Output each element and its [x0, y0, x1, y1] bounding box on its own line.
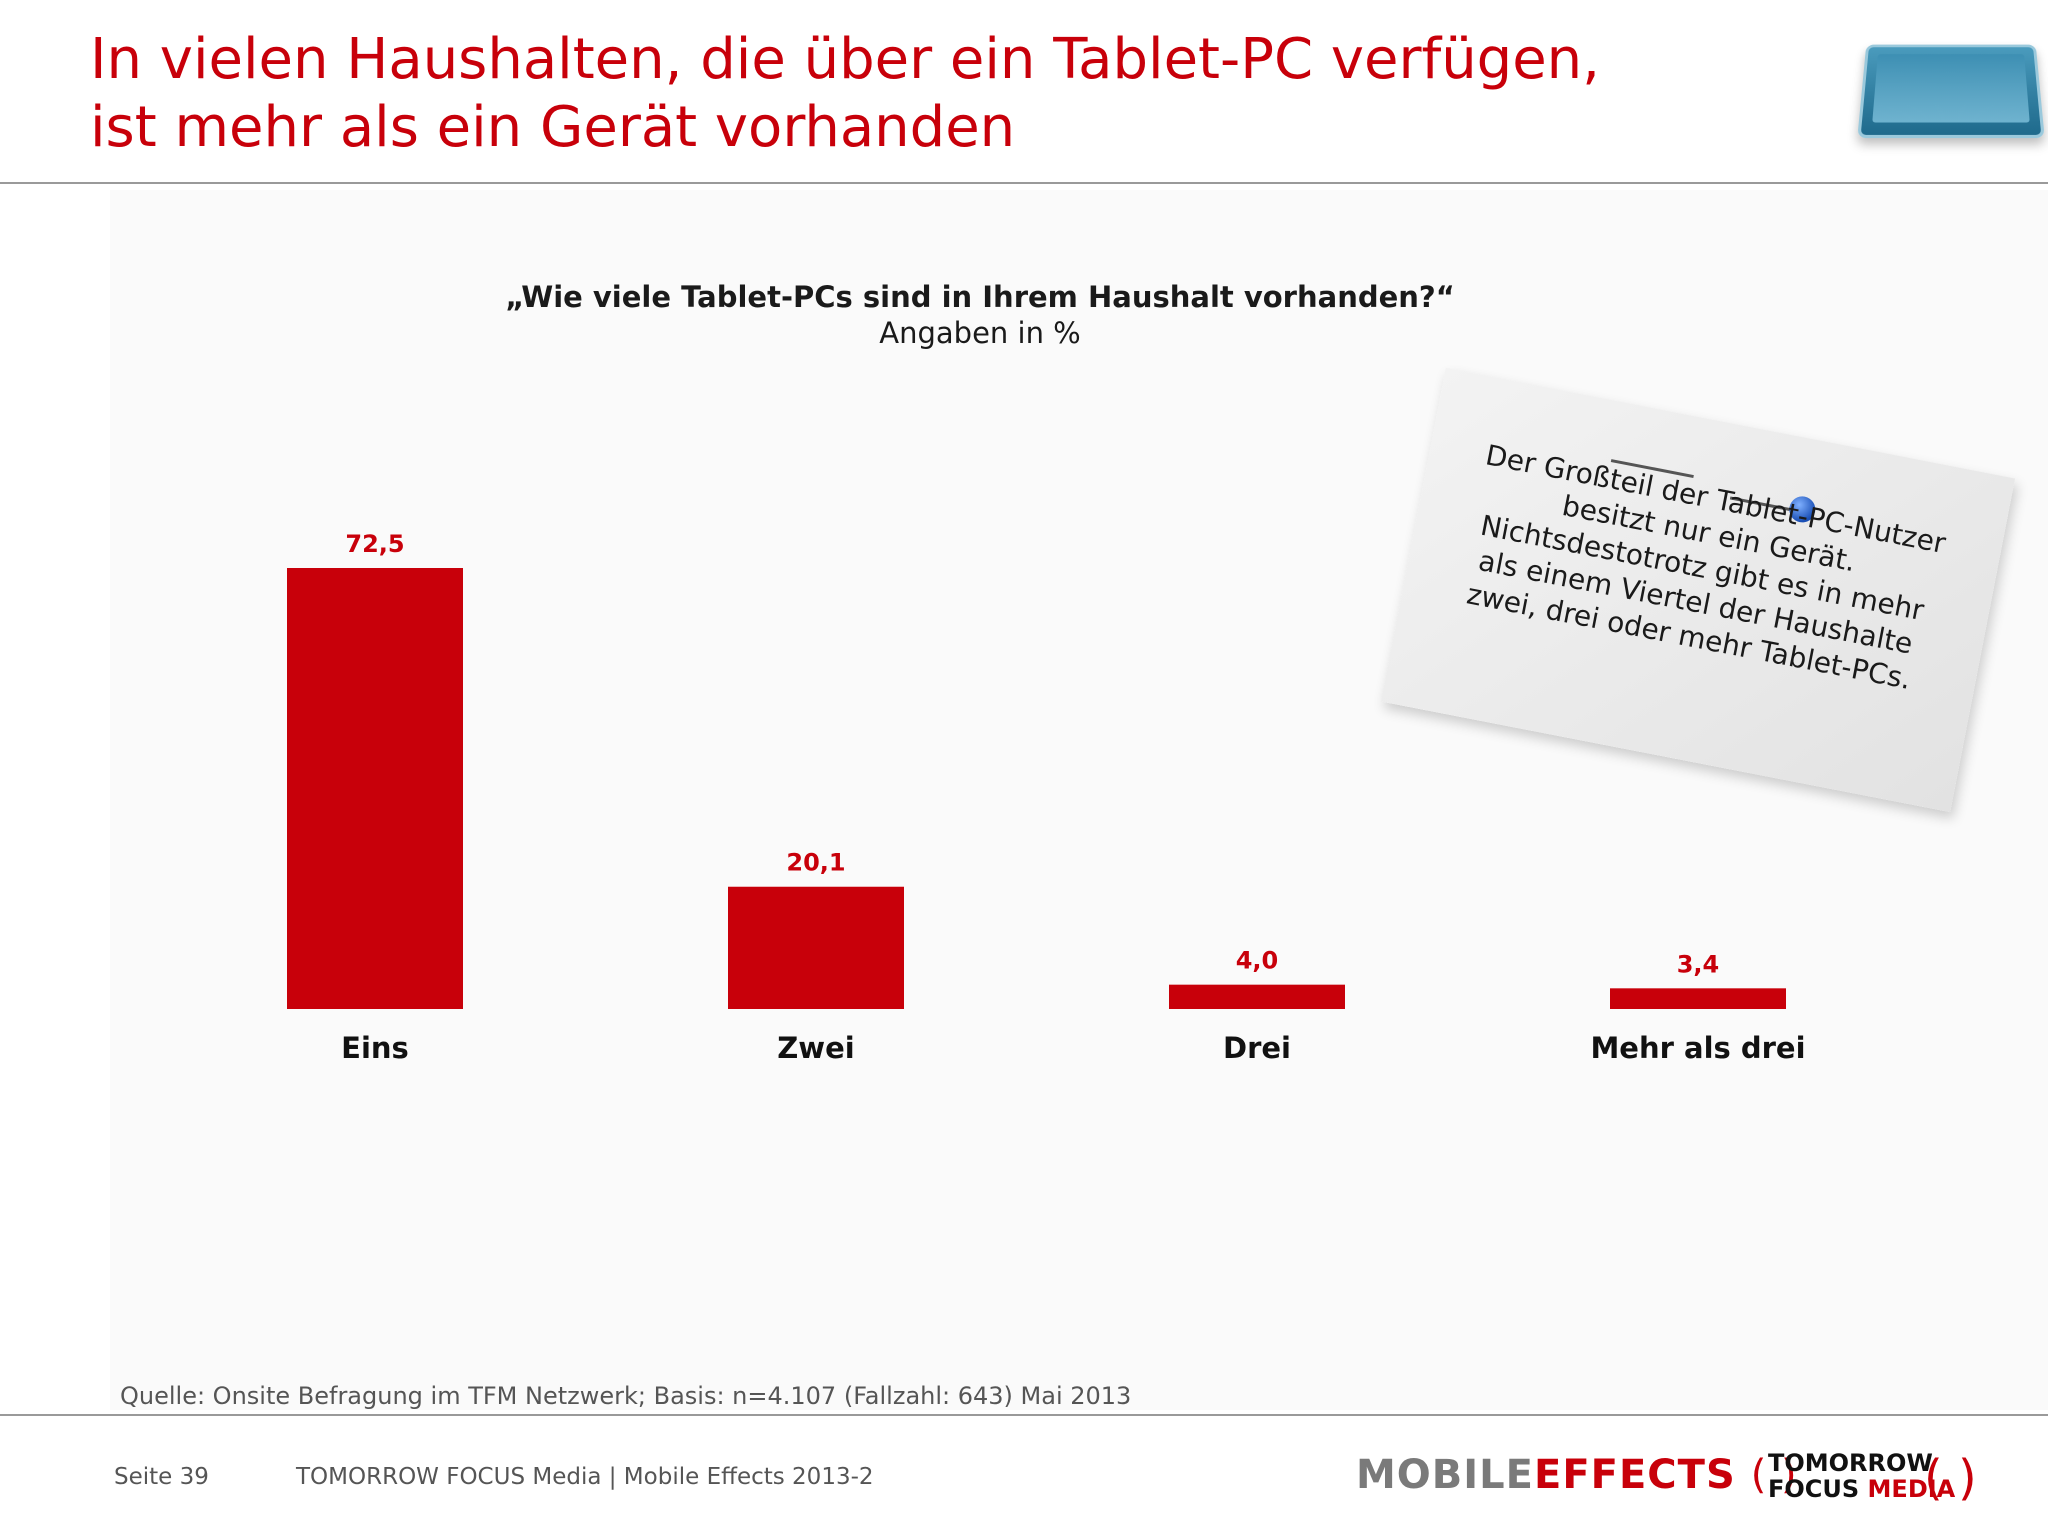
- logo-mobile-word: MOBILE: [1356, 1452, 1534, 1498]
- bar-1: [728, 887, 904, 1009]
- footer-text: TOMORROW FOCUS Media | Mobile Effects 20…: [296, 1464, 874, 1490]
- bar-value-label: 20,1: [786, 849, 845, 877]
- footer-divider: [0, 1414, 2048, 1416]
- bar-value-label: 72,5: [345, 530, 404, 558]
- logo-effects-word: EFFECTS: [1534, 1452, 1736, 1498]
- bar-2: [1169, 985, 1345, 1009]
- bar-value-label: 4,0: [1236, 947, 1279, 975]
- category-label: Mehr als drei: [1590, 1031, 1805, 1065]
- bar-0: [287, 568, 463, 1009]
- logo-focus: FOCUS: [1768, 1475, 1859, 1503]
- bar-value-label: 3,4: [1677, 950, 1720, 978]
- mobile-effects-logo: MOBILEEFFECTS ( ): [1356, 1452, 1798, 1498]
- source-note: Quelle: Onsite Befragung im TFM Netzwerk…: [120, 1382, 1131, 1410]
- note-text: Der Großteil der Tablet-PC-Nutzer besitz…: [1450, 436, 1955, 699]
- category-label: Eins: [341, 1031, 409, 1065]
- page-number: Seite 39: [114, 1464, 209, 1490]
- logo-tfm-paren: ( ): [1924, 1450, 1977, 1506]
- category-label: Drei: [1223, 1031, 1291, 1065]
- category-label: Zwei: [777, 1031, 854, 1065]
- bar-3: [1610, 988, 1786, 1009]
